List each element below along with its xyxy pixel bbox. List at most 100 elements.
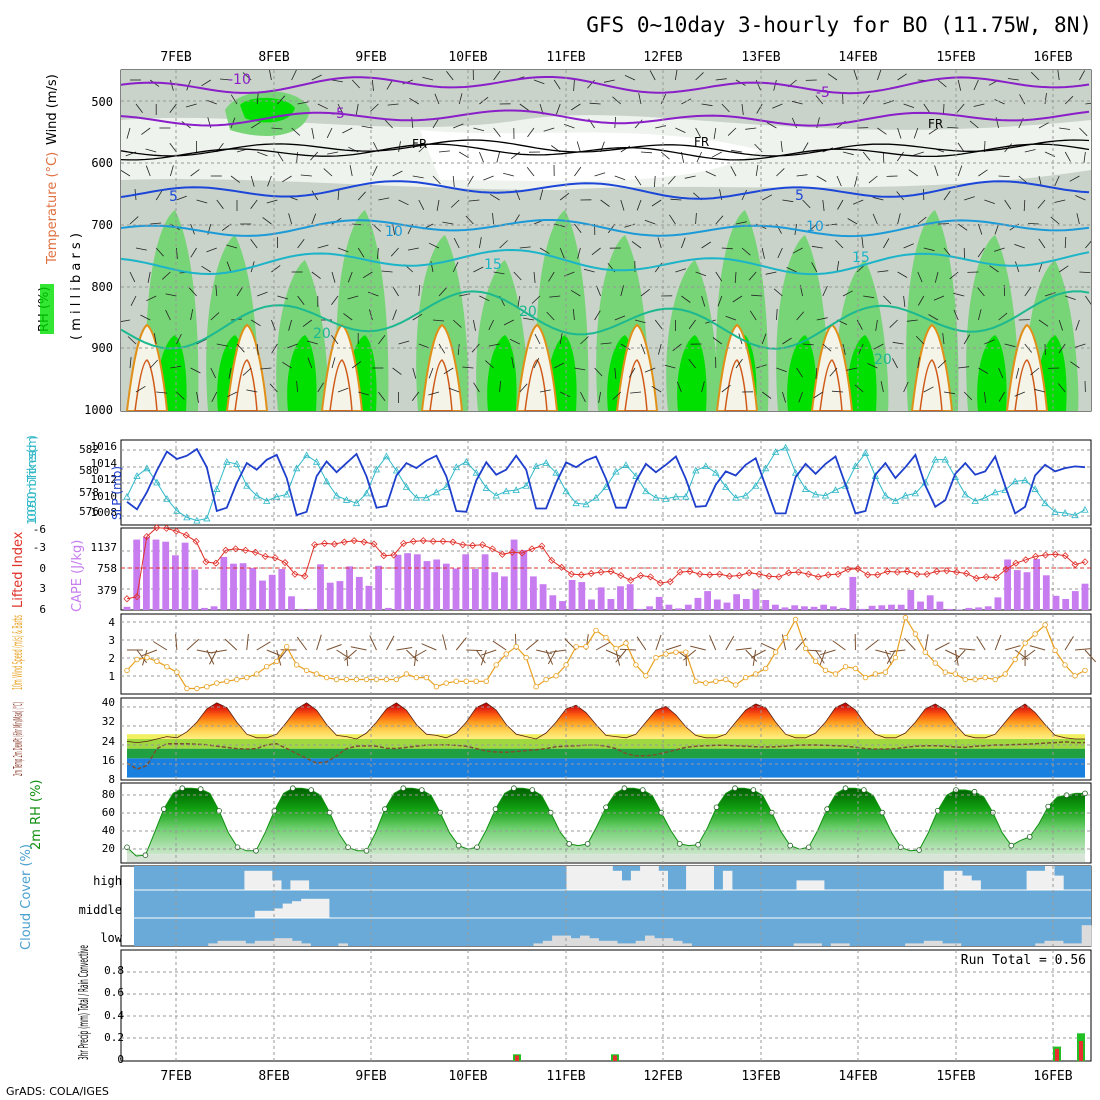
wind-barb — [589, 102, 601, 105]
wind-barb — [1085, 240, 1091, 249]
contour-label: 20 — [519, 304, 537, 320]
wind-barb — [773, 288, 783, 297]
cloud-bar — [273, 938, 283, 946]
ytick-label: 580 — [79, 464, 99, 477]
wind10-point — [493, 662, 499, 668]
wind10-barb — [735, 647, 752, 651]
upper-air-yticks: 500 600 700 800 900 1000 — [84, 95, 113, 417]
wind-barb — [479, 151, 484, 163]
wind-barb — [317, 382, 324, 393]
thickness-point — [332, 491, 341, 499]
wind-barb — [468, 199, 480, 202]
wind-barb — [875, 319, 878, 331]
wind-barb — [998, 312, 1008, 321]
wind-barb — [580, 336, 589, 345]
wind-barb — [776, 308, 778, 321]
wind-barb — [822, 285, 828, 297]
li-point — [409, 537, 417, 545]
rh-point — [603, 804, 609, 811]
thickness-point — [632, 472, 640, 479]
wind-barb — [858, 343, 864, 355]
wind-barb — [226, 244, 238, 249]
cape-bar — [810, 606, 818, 610]
li-point — [350, 537, 358, 545]
cape-bar — [413, 554, 421, 610]
wind-barb — [984, 199, 995, 204]
wind10-barb — [690, 645, 706, 651]
cloud-yticks: high middle low — [79, 874, 123, 945]
wind-barb — [640, 288, 650, 297]
wind-barb — [357, 247, 365, 258]
cloud-bar — [814, 880, 825, 890]
cloud-bar — [264, 940, 274, 946]
wind10-point — [184, 685, 190, 692]
wind-barb — [883, 100, 895, 105]
wind-barb — [372, 79, 374, 91]
wind-barb — [219, 78, 232, 81]
li-point — [686, 567, 694, 575]
wind-barb — [126, 127, 131, 139]
wind10-barb — [636, 636, 647, 651]
wind10-point — [982, 674, 988, 681]
rh-point — [861, 787, 867, 793]
wind10-point — [224, 678, 230, 684]
wind-barb — [978, 169, 988, 177]
wind10-point — [753, 671, 759, 677]
li-point — [607, 567, 615, 575]
wind-barb — [573, 79, 575, 92]
thickness-point — [712, 468, 720, 476]
rh-point — [124, 844, 130, 851]
contour-label: 20 — [874, 352, 892, 368]
wind-barb — [161, 271, 171, 280]
wind-barb — [257, 291, 268, 297]
thickness-point — [911, 489, 920, 497]
wind-barb — [943, 391, 955, 395]
wind-barb — [660, 151, 670, 160]
wind-barb — [640, 151, 653, 154]
wind-barb — [917, 216, 927, 225]
wind10-point — [623, 640, 629, 646]
thickness-label: 1000-500mb Thickness (dm) — [25, 435, 39, 525]
wind-barb — [644, 219, 656, 225]
wind-barb — [519, 246, 531, 249]
cloud-bar — [943, 870, 954, 890]
wind-barb — [297, 101, 309, 105]
wind-barb — [452, 261, 459, 273]
thickness-point — [971, 497, 979, 504]
thickness-point — [642, 487, 650, 495]
wind-barb — [462, 366, 474, 369]
li-point — [459, 541, 467, 549]
cloud-bar — [621, 880, 632, 890]
wind-barb — [165, 293, 177, 297]
wind-barb — [701, 381, 705, 393]
wind10-barb — [480, 649, 487, 666]
li-point — [360, 538, 368, 546]
wind-barb — [861, 237, 864, 249]
rh-point — [842, 785, 849, 791]
wind-barb — [170, 365, 182, 369]
wind10-point — [613, 645, 619, 652]
li-point — [725, 572, 734, 580]
li-point — [795, 568, 803, 576]
thickness-point — [1031, 485, 1039, 492]
cloud-bar — [722, 870, 733, 890]
wind-barb — [361, 125, 373, 129]
hot-layer — [615, 323, 659, 411]
thickness-point — [402, 483, 411, 490]
li-point — [1022, 556, 1030, 564]
cape-bar — [1042, 575, 1050, 610]
wind10-frame — [120, 613, 1092, 695]
wind-barb — [802, 142, 809, 153]
time-label: 9FEB — [355, 50, 386, 65]
cape-bar — [955, 609, 963, 610]
cape-bar — [539, 584, 547, 610]
wind10-point — [1072, 673, 1078, 679]
wind-barb — [473, 266, 484, 273]
wind-barb — [331, 334, 339, 345]
wind-barb — [257, 151, 268, 157]
temp2m-plot — [121, 698, 1091, 780]
wind10-label: 10m Wind Speed (m/s) & Barbs — [11, 615, 26, 690]
wind-barb — [717, 295, 723, 307]
wind10-point — [154, 658, 160, 664]
